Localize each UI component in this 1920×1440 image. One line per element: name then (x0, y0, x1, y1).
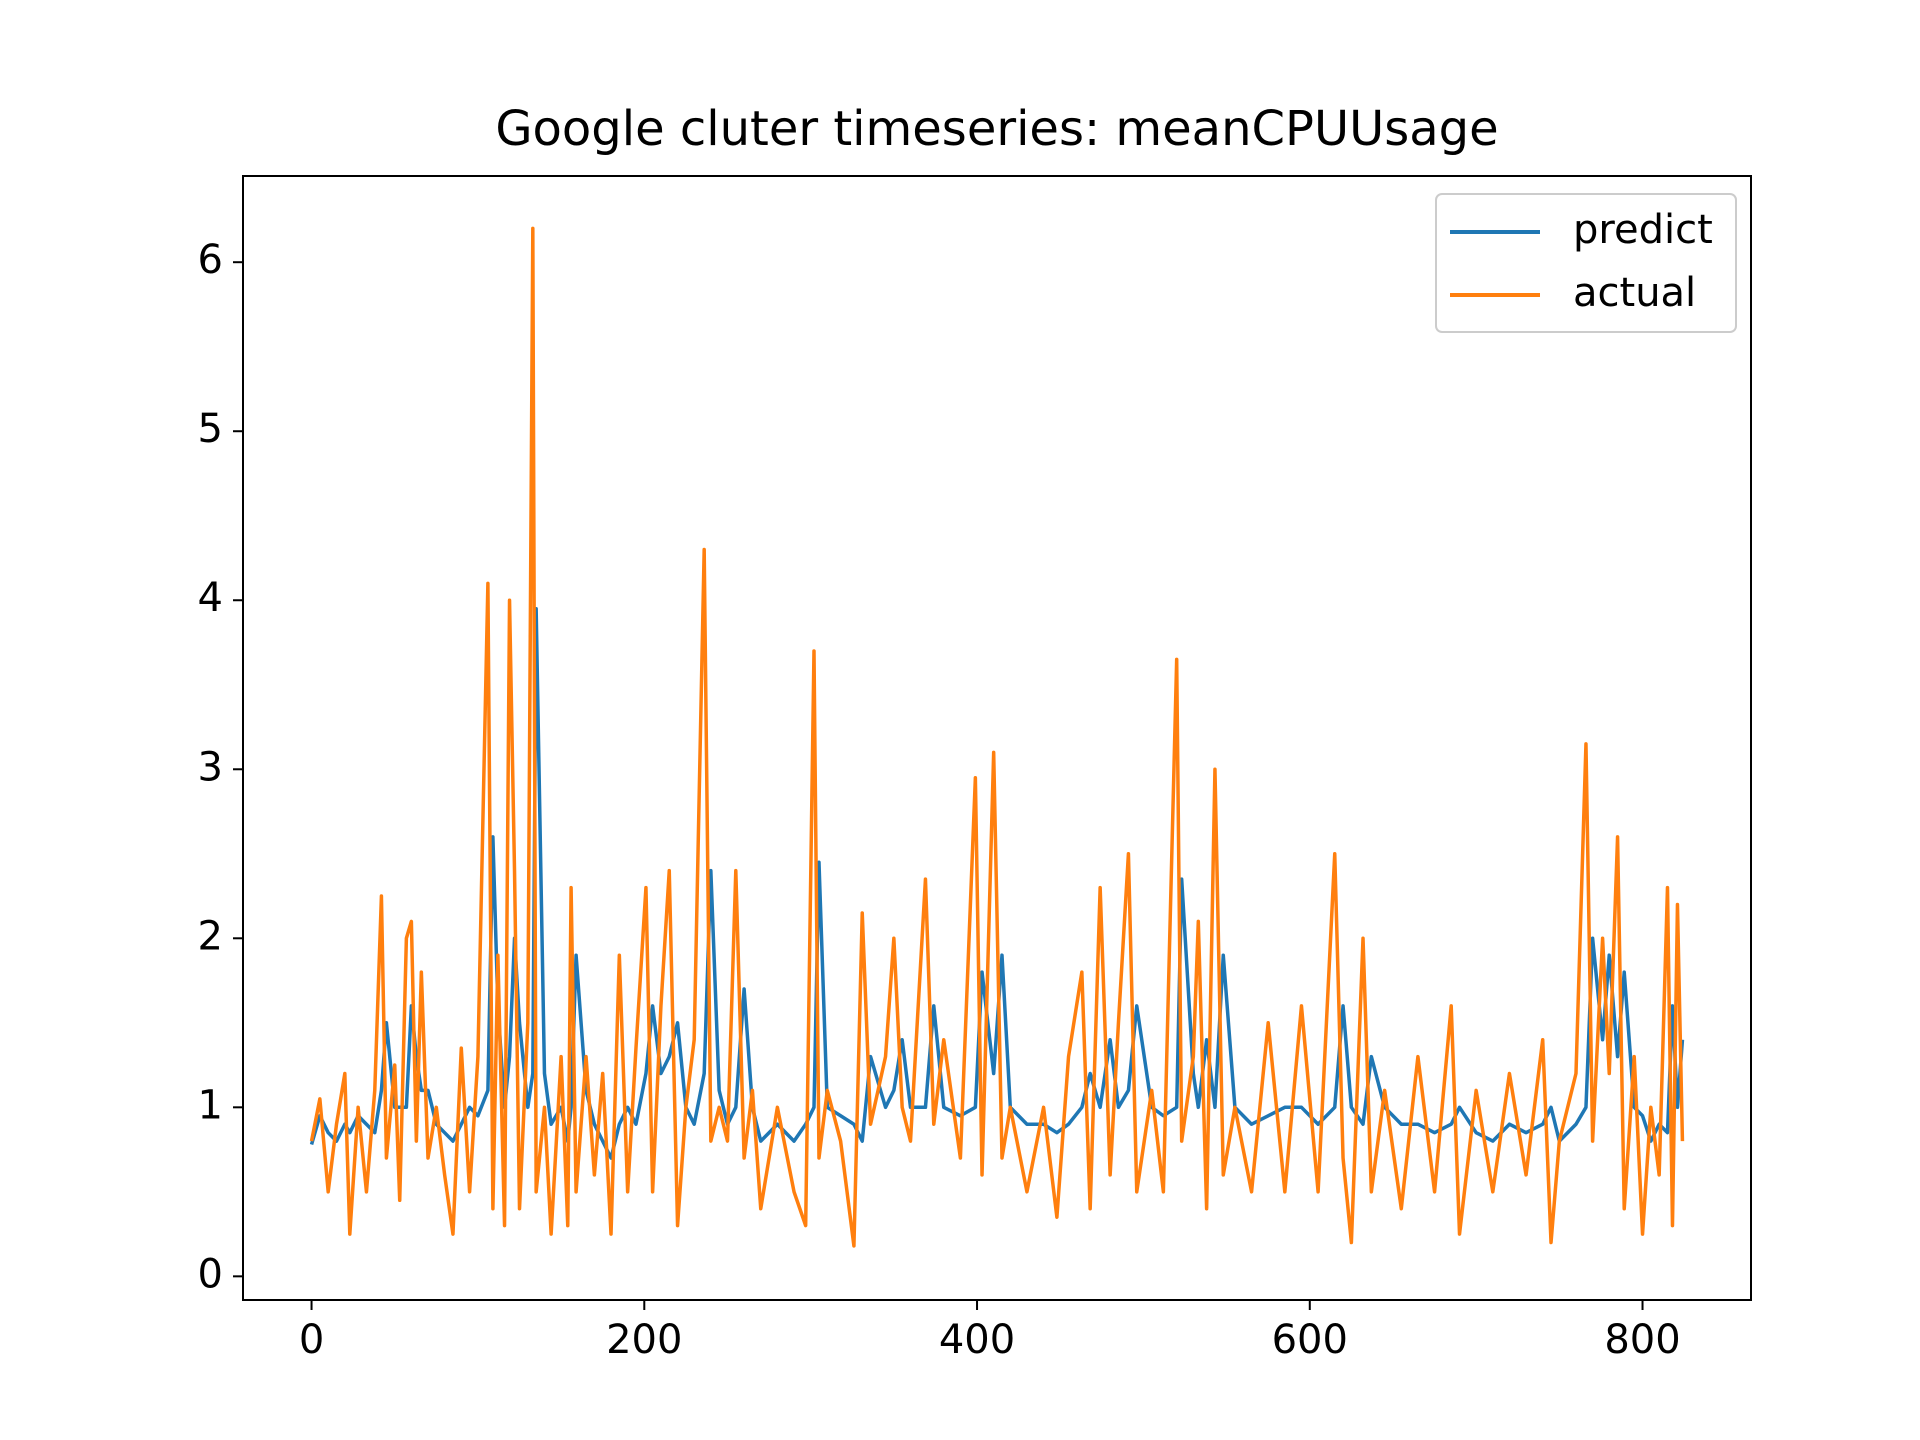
legend-box (1435, 193, 1737, 333)
chart-title: Google cluter timeseries: meanCPUUsage (495, 101, 1498, 157)
series-line (309, 226, 1685, 1248)
x-tick-label: 0 (299, 1317, 324, 1363)
y-tick-label: 6 (198, 237, 223, 283)
x-tick-label: 400 (939, 1317, 1015, 1363)
y-tick-label: 3 (198, 744, 223, 790)
y-tick-label: 0 (198, 1251, 223, 1297)
legend-label: actual (1573, 270, 1696, 316)
x-tick-label: 200 (606, 1317, 682, 1363)
plot-frame (242, 175, 1752, 1301)
legend-label: predict (1573, 207, 1713, 253)
y-tick-label: 2 (198, 913, 223, 959)
x-tick-label: 600 (1272, 1317, 1348, 1363)
y-tick-label: 5 (198, 406, 223, 452)
x-tick-label: 800 (1604, 1317, 1680, 1363)
y-tick-label: 1 (198, 1082, 223, 1128)
series-line (309, 606, 1685, 1160)
y-tick-label: 4 (198, 575, 223, 621)
